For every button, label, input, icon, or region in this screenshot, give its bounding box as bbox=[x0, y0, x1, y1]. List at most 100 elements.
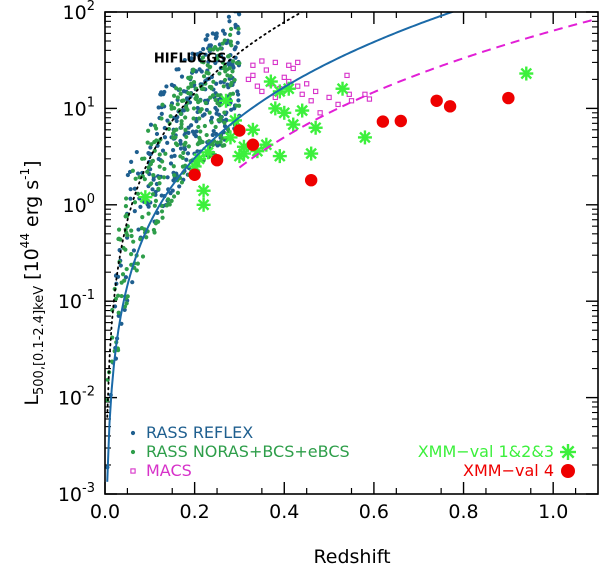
point-rass-reflex bbox=[165, 118, 170, 123]
point-rass-noras-bcs-ebcs bbox=[215, 101, 220, 106]
point-rass-noras-bcs-ebcs bbox=[202, 123, 207, 129]
point-rass-reflex bbox=[204, 37, 209, 42]
axis-tick-labels: 0.0 0.2 0.4 0.6 0.8 1.0 10-3 10-2 10-1 100 101 102 bbox=[58, 0, 568, 523]
point-macs bbox=[295, 83, 301, 89]
point-rass-noras-bcs-ebcs bbox=[236, 26, 241, 31]
point-xmm-val-1-2-3 bbox=[236, 146, 251, 161]
point-rass-noras-bcs-ebcs bbox=[160, 215, 165, 220]
point-xmm-val-1-2-3 bbox=[219, 93, 234, 108]
point-rass-reflex bbox=[134, 149, 139, 155]
point-rass-noras-bcs-ebcs bbox=[129, 228, 134, 233]
point-rass-noras-bcs-ebcs bbox=[156, 186, 161, 191]
point-rass-noras-bcs-ebcs bbox=[222, 77, 228, 83]
y-tick-label: 10-3 bbox=[58, 481, 95, 506]
legend-label: XMM−val 4 bbox=[463, 461, 554, 480]
point-macs bbox=[286, 62, 292, 68]
point-rass-reflex bbox=[226, 14, 232, 19]
point-rass-reflex bbox=[190, 51, 195, 56]
point-rass-noras-bcs-ebcs bbox=[175, 190, 181, 195]
point-rass-reflex bbox=[214, 31, 219, 36]
point-rass-reflex bbox=[118, 263, 123, 268]
point-macs bbox=[366, 96, 373, 102]
point-xmm-val-1-2-3 bbox=[196, 183, 211, 198]
point-macs bbox=[326, 94, 332, 101]
point-macs bbox=[346, 91, 352, 97]
point-rass-noras-bcs-ebcs bbox=[215, 56, 220, 61]
point-rass-reflex bbox=[131, 248, 137, 253]
point-rass-reflex bbox=[136, 227, 141, 232]
point-rass-reflex bbox=[211, 128, 216, 134]
point-rass-noras-bcs-ebcs bbox=[125, 233, 130, 238]
point-rass-reflex bbox=[174, 118, 179, 124]
y-tick-label: 100 bbox=[63, 192, 95, 217]
point-rass-reflex bbox=[159, 193, 164, 198]
point-rass-noras-bcs-ebcs bbox=[204, 132, 209, 138]
y-axis-title-units-prefix: [10 bbox=[21, 248, 43, 280]
legend-label: RASS REFLEX bbox=[146, 423, 253, 442]
point-rass-noras-bcs-ebcs bbox=[191, 67, 196, 72]
point-xmm-val-4 bbox=[430, 94, 443, 107]
point-rass-reflex bbox=[189, 56, 194, 61]
point-rass-noras-bcs-ebcs bbox=[172, 128, 177, 133]
point-rass-reflex bbox=[235, 92, 241, 97]
point-rass-noras-bcs-ebcs bbox=[228, 83, 233, 88]
point-rass-reflex bbox=[155, 143, 160, 148]
point-rass-noras-bcs-ebcs bbox=[184, 105, 189, 110]
point-rass-noras-bcs-ebcs bbox=[211, 47, 216, 52]
point-rass-noras-bcs-ebcs bbox=[171, 194, 177, 199]
point-rass-reflex bbox=[179, 74, 185, 79]
point-xmm-val-4 bbox=[210, 154, 224, 167]
point-rass-noras-bcs-ebcs bbox=[154, 126, 159, 131]
point-xmm-val-1-2-3 bbox=[277, 105, 292, 120]
point-rass-noras-bcs-ebcs bbox=[146, 165, 151, 170]
point-rass-reflex bbox=[150, 187, 155, 192]
point-rass-noras-bcs-ebcs bbox=[142, 177, 147, 182]
point-rass-reflex bbox=[162, 135, 168, 140]
plot-frame bbox=[104, 11, 599, 495]
point-rass-noras-bcs-ebcs bbox=[113, 296, 118, 301]
point-xmm-val-4 bbox=[304, 173, 318, 187]
point-rass-noras-bcs-ebcs bbox=[217, 71, 222, 76]
point-rass-reflex bbox=[236, 30, 241, 36]
point-rass-reflex bbox=[148, 145, 153, 150]
hiflucgs-annotation: HIFLUCGS bbox=[154, 51, 227, 66]
point-rass-reflex bbox=[128, 196, 133, 201]
point-rass-reflex bbox=[209, 115, 214, 120]
point-rass-reflex bbox=[184, 157, 189, 162]
data-points bbox=[105, 12, 534, 470]
point-rass-noras-bcs-ebcs bbox=[125, 294, 130, 299]
point-xmm-val-1-2-3 bbox=[335, 81, 350, 96]
point-rass-reflex bbox=[177, 184, 182, 189]
point-xmm-val-4 bbox=[376, 115, 390, 128]
point-rass-noras-bcs-ebcs bbox=[142, 156, 147, 161]
point-rass-noras-bcs-ebcs bbox=[221, 84, 226, 89]
point-rass-reflex bbox=[189, 123, 194, 128]
point-rass-noras-bcs-ebcs bbox=[222, 120, 227, 125]
point-rass-noras-bcs-ebcs bbox=[188, 75, 193, 80]
point-rass-noras-bcs-ebcs bbox=[157, 152, 162, 157]
point-rass-noras-bcs-ebcs bbox=[151, 173, 156, 178]
point-rass-reflex bbox=[203, 52, 208, 57]
point-rass-noras-bcs-ebcs bbox=[183, 115, 188, 120]
point-rass-noras-bcs-ebcs bbox=[220, 41, 225, 46]
point-rass-noras-bcs-ebcs bbox=[232, 77, 237, 83]
point-rass-reflex bbox=[233, 45, 238, 50]
x-tick-label: 0.0 bbox=[90, 501, 120, 523]
point-rass-reflex bbox=[208, 43, 213, 48]
point-rass-noras-bcs-ebcs bbox=[189, 84, 194, 89]
point-rass-noras-bcs-ebcs bbox=[115, 348, 121, 353]
point-rass-noras-bcs-ebcs bbox=[148, 182, 153, 187]
point-xmm-val-1-2-3 bbox=[357, 130, 372, 145]
point-rass-noras-bcs-ebcs bbox=[124, 212, 129, 218]
point-rass-reflex bbox=[123, 275, 129, 280]
point-rass-noras-bcs-ebcs bbox=[152, 203, 157, 208]
point-rass-reflex bbox=[210, 31, 215, 36]
point-rass-noras-bcs-ebcs bbox=[179, 180, 185, 185]
point-rass-reflex bbox=[180, 108, 186, 113]
point-rass-reflex bbox=[148, 122, 154, 127]
point-rass-noras-bcs-ebcs bbox=[166, 201, 171, 206]
point-rass-noras-bcs-ebcs bbox=[166, 126, 171, 132]
point-rass-noras-bcs-ebcs bbox=[183, 127, 188, 133]
x-tick-label: 0.8 bbox=[448, 501, 478, 523]
point-rass-noras-bcs-ebcs bbox=[225, 54, 231, 59]
